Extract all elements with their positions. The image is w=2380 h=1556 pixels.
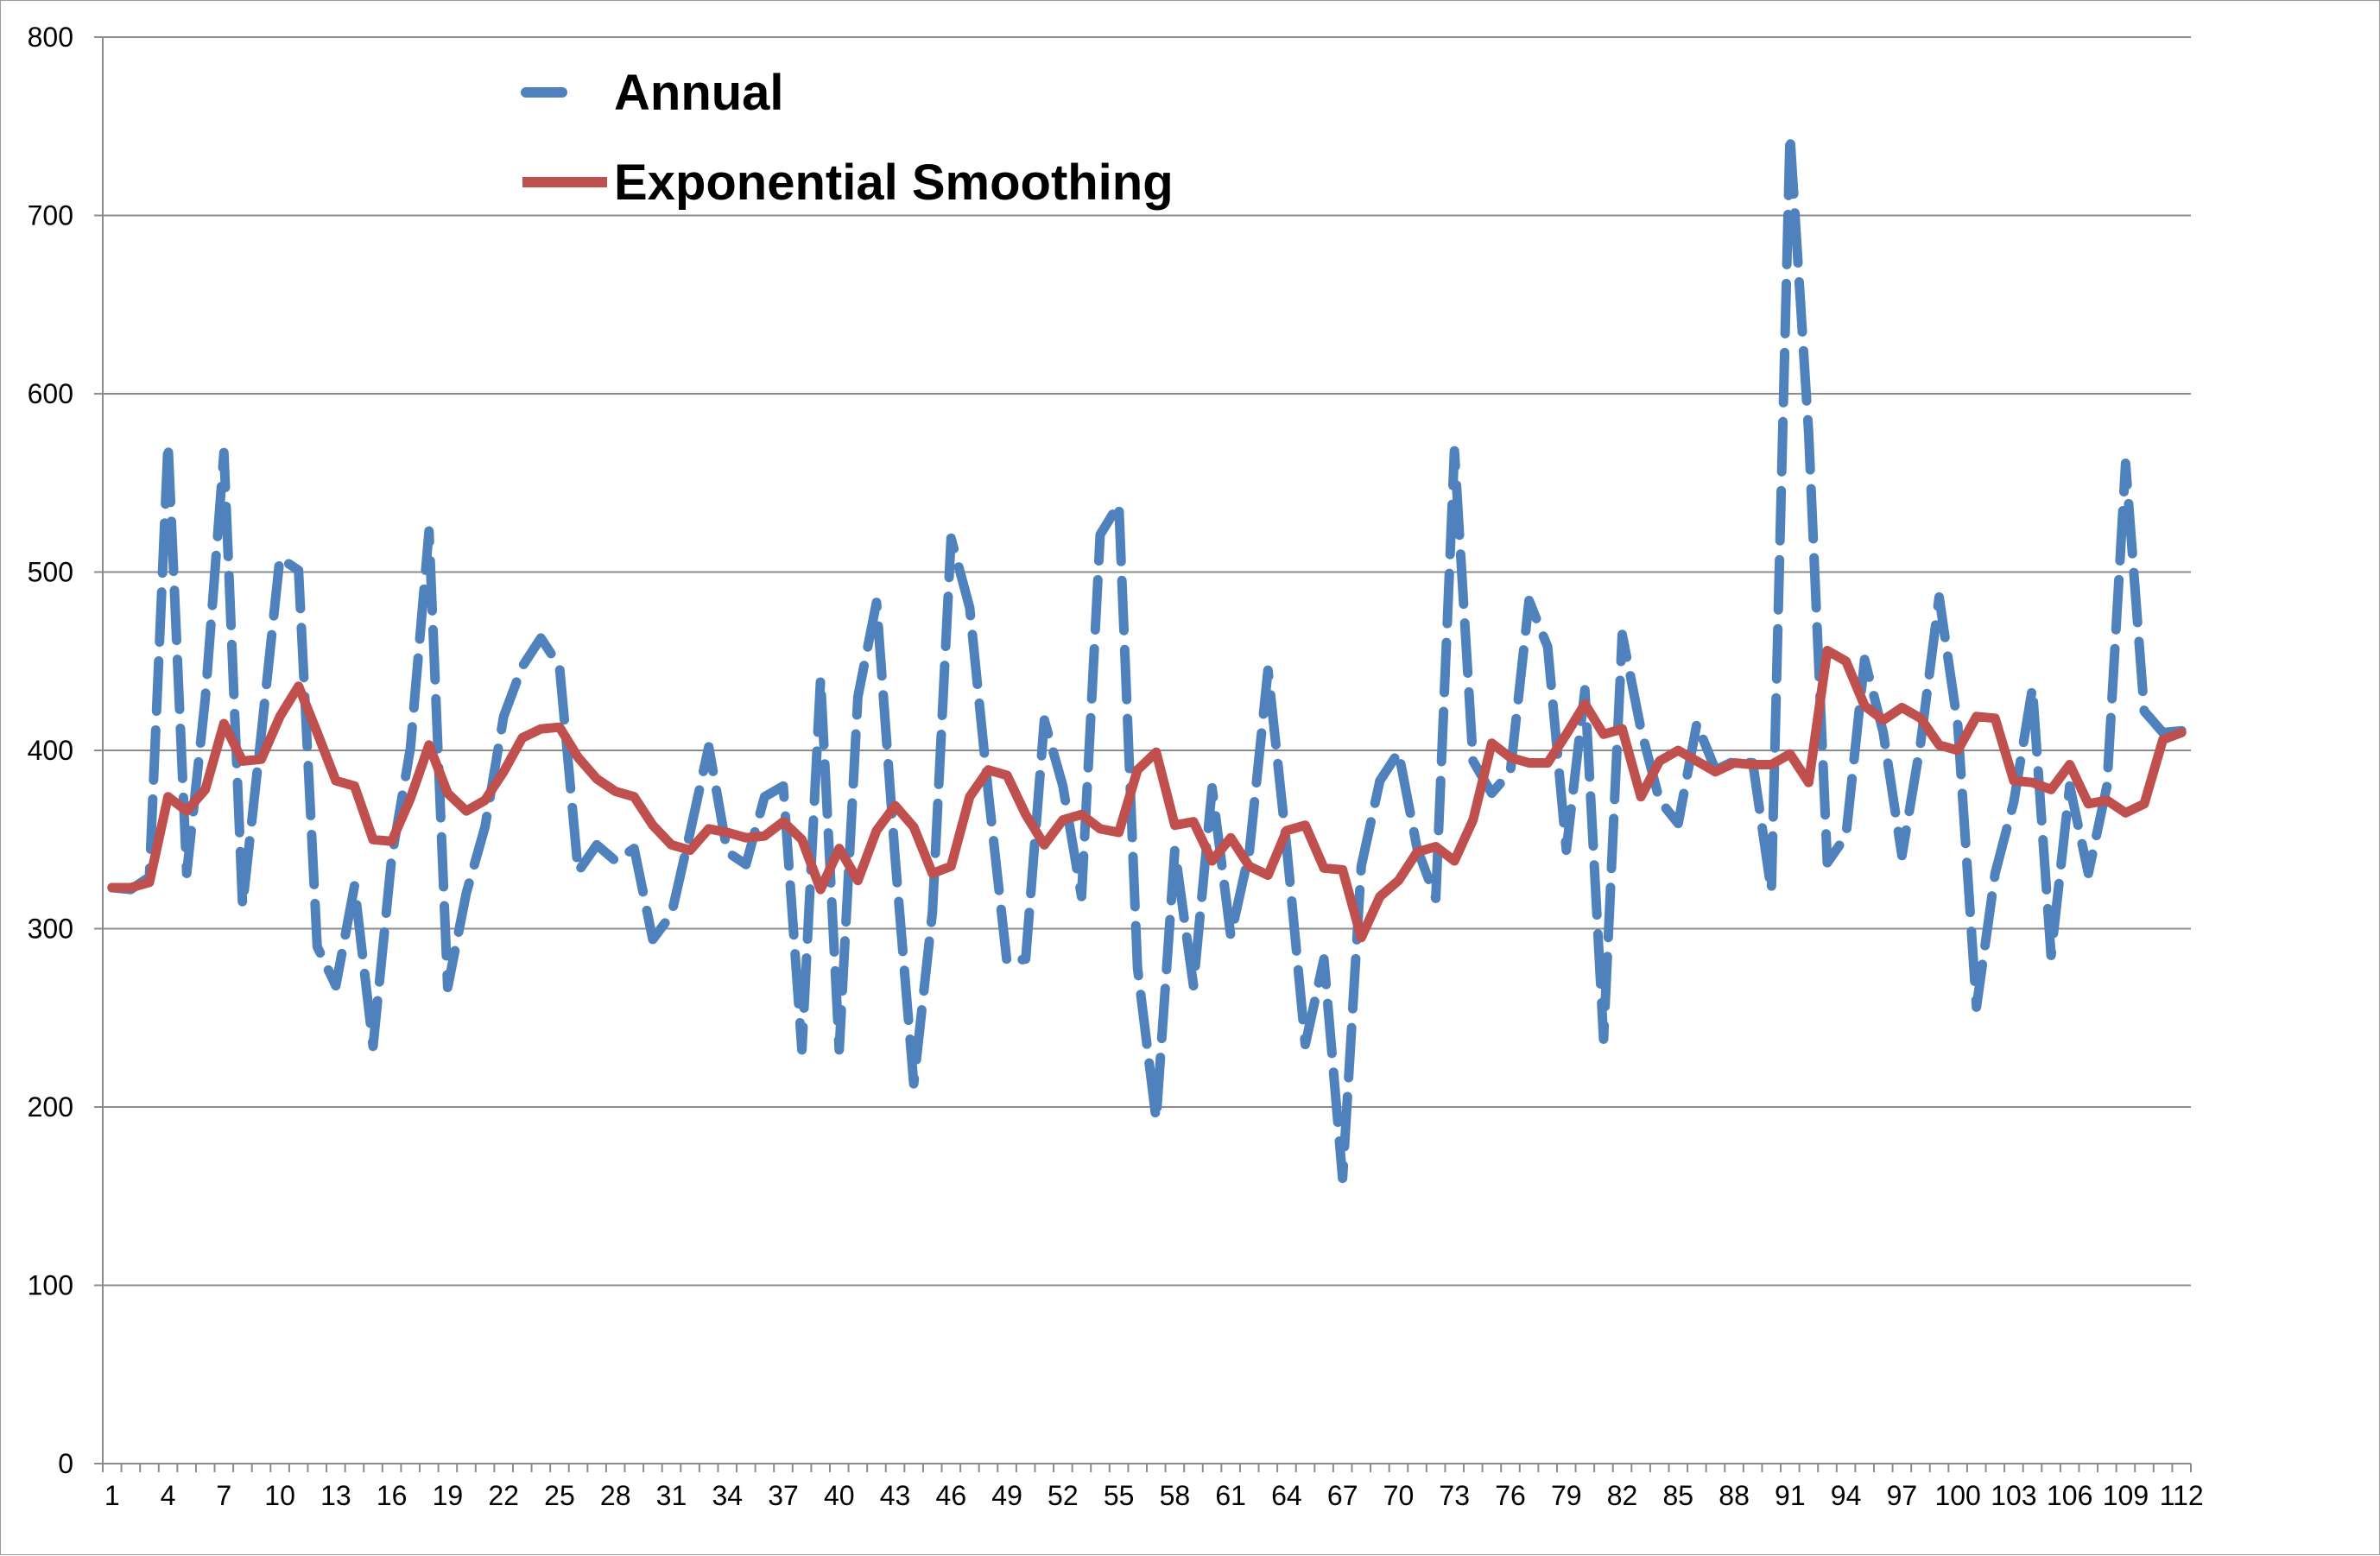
y-tick-label: 600	[28, 378, 73, 409]
x-tick-label: 109	[2103, 1480, 2149, 1511]
x-tick-label: 67	[1327, 1480, 1358, 1511]
x-tick-label: 19	[433, 1480, 464, 1511]
x-tick-label: 112	[2160, 1480, 2204, 1511]
x-tick-label: 94	[1831, 1480, 1862, 1511]
y-tick-label: 400	[28, 735, 73, 766]
legend-label: Exponential Smoothing	[614, 155, 1174, 211]
axes	[94, 36, 2192, 1472]
x-tick-label: 64	[1271, 1480, 1302, 1511]
x-tick-label: 97	[1887, 1480, 1918, 1511]
x-tick-label: 61	[1215, 1480, 1246, 1511]
series-lines	[107, 130, 2187, 1184]
x-tick-label: 1	[104, 1480, 120, 1511]
y-tick-labels: 0 100 200 300 400 500 600 700 800	[28, 22, 73, 1479]
x-tick-label: 34	[712, 1480, 743, 1511]
x-tick-label: 70	[1383, 1480, 1415, 1511]
x-tick-label: 76	[1495, 1480, 1526, 1511]
x-tick-label: 100	[1934, 1480, 1980, 1511]
x-tick-label: 16	[377, 1480, 408, 1511]
x-tick-label: 103	[1991, 1480, 2036, 1511]
x-tick-label: 37	[768, 1480, 799, 1511]
x-tick-label: 52	[1048, 1480, 1079, 1511]
y-tick-label: 300	[28, 914, 73, 945]
y-tick-label: 800	[28, 22, 73, 53]
x-tick-label: 88	[1719, 1480, 1750, 1511]
x-tick-label: 79	[1551, 1480, 1582, 1511]
x-tick-label: 85	[1662, 1480, 1693, 1511]
x-tick-label: 22	[488, 1480, 519, 1511]
x-tick-labels: 1 4 7 10 13 16 19 22 25 28 31 34 37 40 43 46 49 52 55 58 61 6…	[104, 1480, 2204, 1511]
y-tick-label: 200	[28, 1091, 73, 1123]
y-tick-label: 100	[28, 1270, 73, 1301]
x-tick-label: 49	[991, 1480, 1022, 1511]
y-tick-label: 700	[28, 200, 73, 231]
x-tick-label: 40	[824, 1480, 855, 1511]
x-tick-label: 91	[1775, 1480, 1806, 1511]
x-tick-label: 28	[600, 1480, 631, 1511]
y-tick-label: 0	[58, 1448, 73, 1479]
series-line-exponential-smoothing	[107, 645, 2187, 943]
x-tick-label: 25	[544, 1480, 575, 1511]
legend: Annual Exponential Smoothing	[521, 65, 1174, 211]
x-tick-label: 43	[880, 1480, 911, 1511]
x-tick-label: 4	[161, 1480, 176, 1511]
x-tick-label: 58	[1160, 1480, 1191, 1511]
x-tick-label: 7	[216, 1480, 231, 1511]
x-tick-label: 31	[656, 1480, 687, 1511]
y-tick-label: 500	[28, 557, 73, 588]
x-tick-label: 46	[936, 1480, 967, 1511]
x-tick-label: 73	[1439, 1480, 1470, 1511]
series-line-annual	[107, 130, 2187, 1184]
x-tick-label: 55	[1104, 1480, 1135, 1511]
x-tick-label: 106	[2047, 1480, 2092, 1511]
x-tick-label: 13	[320, 1480, 351, 1511]
gridlines	[103, 36, 2191, 1287]
x-tick-label: 10	[264, 1480, 295, 1511]
legend-label: Annual	[614, 65, 784, 121]
x-tick-label: 82	[1607, 1480, 1638, 1511]
